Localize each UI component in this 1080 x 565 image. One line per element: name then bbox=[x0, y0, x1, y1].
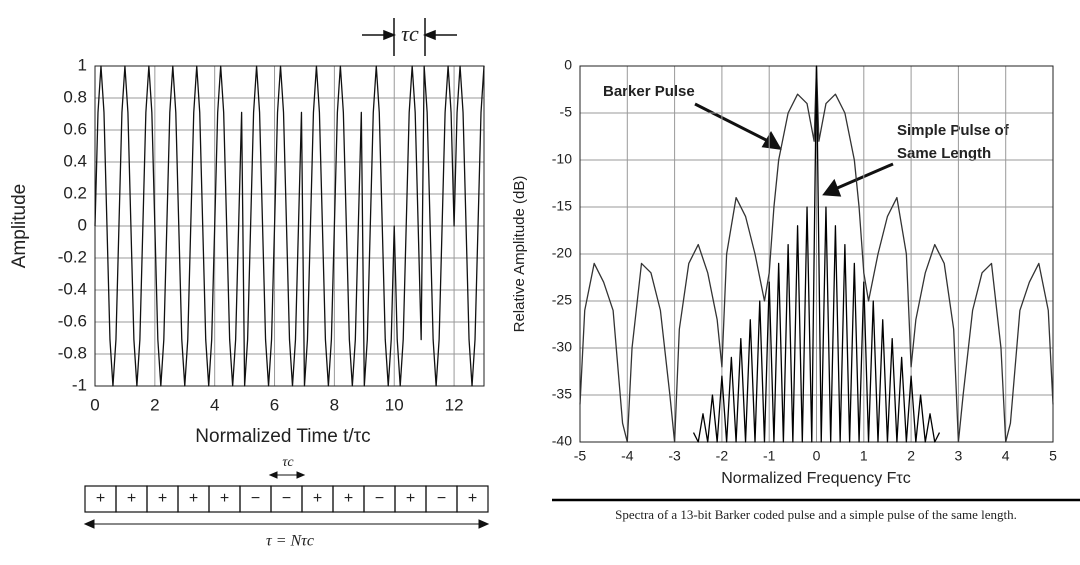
code-sign: + bbox=[189, 490, 198, 507]
code-cell bbox=[456, 485, 489, 513]
code-sign: − bbox=[437, 490, 446, 507]
x-tick-label: -2 bbox=[716, 448, 729, 464]
x-tick-label: 8 bbox=[330, 395, 339, 414]
x-axis-label: Normalized Frequency Fτc bbox=[721, 470, 911, 487]
y-tick-label: -5 bbox=[560, 104, 573, 120]
code-sign: − bbox=[375, 490, 384, 507]
x-tick-label: 4 bbox=[1002, 448, 1010, 464]
y-tick-label: 0.4 bbox=[63, 151, 87, 170]
chip-label: τc bbox=[282, 455, 294, 470]
y-tick-label: -35 bbox=[552, 386, 572, 402]
y-axis-label: Amplitude bbox=[9, 184, 30, 269]
y-tick-label: 0.8 bbox=[63, 87, 87, 106]
code-sign: + bbox=[468, 490, 477, 507]
x-tick-label: 2 bbox=[150, 395, 159, 414]
length-arrow bbox=[83, 519, 490, 529]
x-tick-label: -4 bbox=[621, 448, 634, 464]
y-tick-label: -30 bbox=[552, 339, 572, 355]
code-sign: − bbox=[251, 490, 260, 507]
x-tick-label: 2 bbox=[907, 448, 915, 464]
y-tick-label: -0.2 bbox=[58, 247, 87, 266]
x-tick-label: 3 bbox=[955, 448, 963, 464]
code-sign: + bbox=[127, 490, 136, 507]
code-sign: + bbox=[313, 490, 322, 507]
code-sign: + bbox=[158, 490, 167, 507]
x-tick-label: -5 bbox=[574, 448, 587, 464]
y-tick-label: 0.6 bbox=[63, 119, 87, 138]
chip-width-annotation: τc bbox=[401, 21, 419, 46]
y-tick-label: -0.8 bbox=[58, 343, 87, 362]
y-tick-label: -0.6 bbox=[58, 311, 87, 330]
y-tick-label: -20 bbox=[552, 245, 572, 261]
y-tick-label: -40 bbox=[552, 433, 572, 449]
x-tick-label: -3 bbox=[668, 448, 681, 464]
y-tick-label: -15 bbox=[552, 198, 572, 214]
x-tick-label: 6 bbox=[270, 395, 279, 414]
y-axis-label: Relative Amplitude (dB) bbox=[511, 176, 528, 333]
y-tick-label: -10 bbox=[552, 151, 572, 167]
annotation: Same Length bbox=[897, 145, 991, 162]
caption: Spectra of a 13-bit Barker coded pulse a… bbox=[615, 507, 1017, 522]
code-sign: + bbox=[96, 490, 105, 507]
code-sign: − bbox=[282, 490, 291, 507]
x-tick-label: 0 bbox=[90, 395, 99, 414]
data-line bbox=[692, 65, 941, 443]
x-tick-label: -1 bbox=[763, 448, 776, 464]
x-tick-label: 1 bbox=[860, 448, 868, 464]
y-tick-label: 0.2 bbox=[63, 183, 87, 202]
y-tick-label: -0.4 bbox=[58, 279, 87, 298]
y-tick-label: 1 bbox=[78, 55, 87, 74]
x-axis-label: Normalized Time t/τc bbox=[195, 426, 370, 447]
code-sign: + bbox=[220, 490, 229, 507]
annotation: Simple Pulse of bbox=[897, 122, 1010, 139]
x-tick-label: 0 bbox=[813, 448, 821, 464]
barker-code-diagram: τc τ = Nτc + + + + + − − + + − + − + bbox=[83, 455, 490, 550]
code-sign: + bbox=[406, 490, 415, 507]
length-label: τ = Nτc bbox=[266, 533, 314, 550]
x-tick-label: 10 bbox=[385, 395, 404, 414]
x-tick-label: 4 bbox=[210, 395, 219, 414]
chip-width-arrows bbox=[362, 18, 457, 56]
y-tick-label: 0 bbox=[564, 57, 572, 73]
x-tick-label: 12 bbox=[445, 395, 464, 414]
data-line bbox=[94, 65, 485, 387]
chip-arrow bbox=[268, 471, 306, 479]
annotation: Barker Pulse bbox=[603, 83, 695, 100]
code-sign: + bbox=[344, 490, 353, 507]
y-tick-label: -1 bbox=[72, 375, 87, 394]
x-tick-label: 5 bbox=[1049, 448, 1057, 464]
y-tick-label: -25 bbox=[552, 292, 572, 308]
y-tick-label: 0 bbox=[78, 215, 87, 234]
